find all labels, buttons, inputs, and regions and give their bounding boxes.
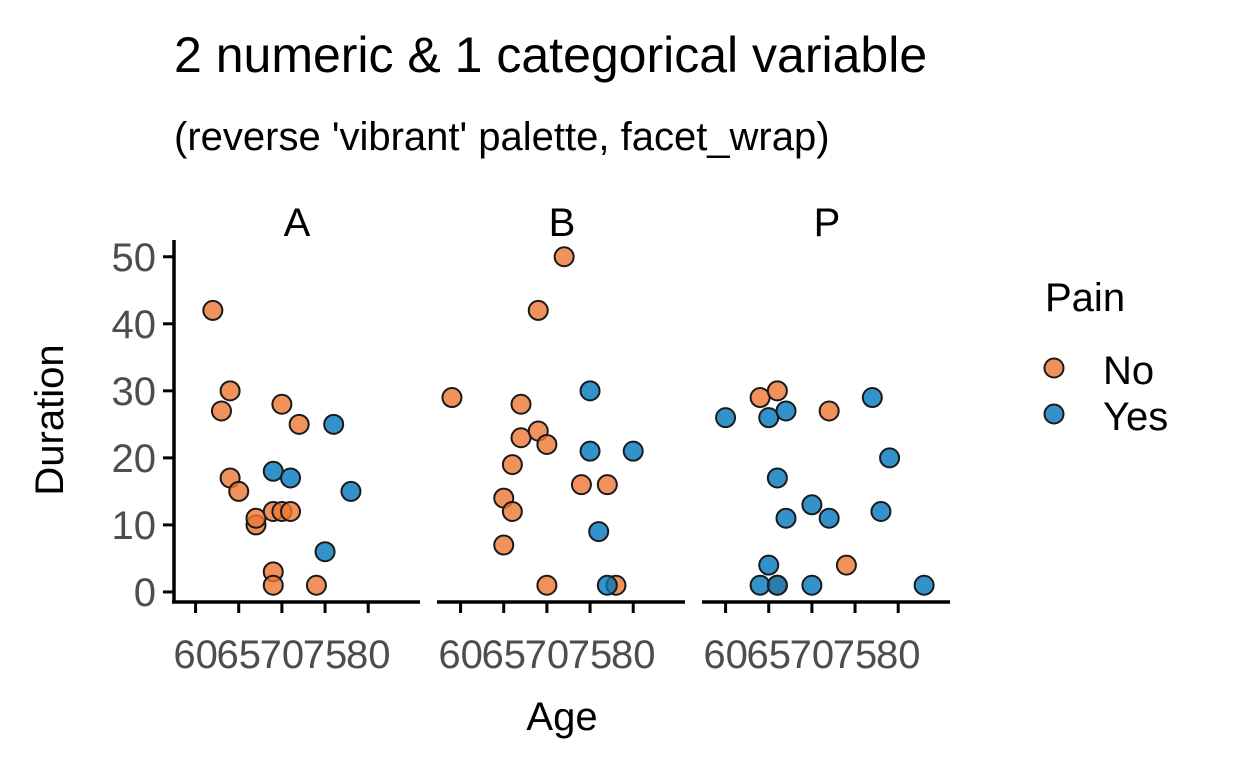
data-point — [262, 574, 284, 596]
y-tick-label: 0 — [134, 571, 156, 615]
x-tick-label: 80 — [611, 633, 656, 677]
data-point — [501, 454, 523, 476]
data-point — [553, 246, 575, 268]
data-point — [861, 387, 883, 409]
data-point — [596, 474, 618, 496]
data-point — [510, 427, 532, 449]
data-point — [340, 480, 362, 502]
data-point — [596, 574, 618, 596]
data-point — [801, 574, 823, 596]
data-point — [314, 541, 336, 563]
data-point — [510, 393, 532, 415]
data-point — [262, 460, 284, 482]
x-tick-label: 65 — [216, 633, 261, 677]
x-axis-title: Age — [526, 695, 597, 739]
data-point — [749, 387, 771, 409]
data-point — [818, 400, 840, 422]
data-point — [879, 447, 901, 469]
x-tick-label: 60 — [703, 633, 748, 677]
facet-strip-label: P — [814, 201, 841, 245]
data-point — [219, 380, 241, 402]
y-tick-label: 30 — [112, 370, 157, 414]
x-tick-label: 80 — [346, 633, 391, 677]
data-point — [775, 507, 797, 529]
data-point — [801, 494, 823, 516]
data-point — [210, 400, 232, 422]
y-tick-label: 50 — [112, 236, 157, 280]
x-tick-label: 60 — [173, 633, 218, 677]
data-point — [323, 413, 345, 435]
data-point — [527, 299, 549, 321]
data-point — [271, 393, 293, 415]
x-tick-label: 75 — [833, 633, 878, 677]
data-point — [280, 501, 302, 522]
data-point — [493, 534, 515, 556]
data-point — [202, 299, 224, 321]
data-point — [228, 480, 250, 502]
data-point — [536, 433, 558, 455]
data-point — [570, 474, 592, 496]
x-tick-label: 70 — [260, 633, 305, 677]
data-point — [913, 574, 935, 596]
data-point — [305, 574, 327, 596]
y-tick-label: 40 — [112, 303, 157, 347]
data-point — [288, 413, 310, 435]
legend-key — [1043, 357, 1065, 379]
x-tick-label: 80 — [876, 633, 921, 677]
y-axis-title: Duration — [28, 344, 72, 495]
data-point — [579, 380, 601, 402]
chart-subtitle: (reverse 'vibrant' palette, facet_wrap) — [174, 115, 830, 159]
data-point — [870, 501, 892, 522]
x-tick-label: 60 — [438, 633, 483, 677]
x-tick-label: 75 — [303, 633, 348, 677]
x-tick-label: 75 — [568, 633, 613, 677]
data-point — [749, 574, 771, 596]
data-point — [758, 554, 780, 576]
data-point — [758, 407, 780, 429]
data-point — [766, 574, 788, 596]
data-point — [818, 507, 840, 529]
data-point — [501, 501, 523, 522]
data-point — [280, 467, 302, 489]
facet-strip-label: A — [284, 201, 311, 245]
x-tick-label: 65 — [746, 633, 791, 677]
data-point — [588, 521, 610, 543]
data-point — [441, 387, 463, 409]
facet-panels: 01020304050A6065707580B6065707580P606570… — [112, 201, 950, 677]
data-point — [835, 554, 857, 576]
data-point — [536, 574, 558, 596]
data-point — [622, 440, 644, 462]
data-point — [766, 380, 788, 402]
data-point — [245, 507, 267, 529]
data-point — [579, 440, 601, 462]
legend-label: No — [1103, 349, 1154, 393]
chart-title: 2 numeric & 1 categorical variable — [174, 27, 927, 83]
data-point — [766, 467, 788, 489]
y-tick-label: 10 — [112, 504, 157, 548]
legend-label: Yes — [1103, 395, 1168, 439]
x-tick-label: 70 — [790, 633, 835, 677]
x-tick-label: 70 — [525, 633, 570, 677]
data-point — [775, 400, 797, 422]
facet-strip-label: B — [549, 201, 576, 245]
data-point — [715, 407, 737, 429]
x-tick-label: 65 — [481, 633, 526, 677]
legend-title: Pain — [1045, 276, 1125, 320]
legend-key — [1043, 403, 1065, 425]
y-tick-label: 20 — [112, 437, 157, 481]
